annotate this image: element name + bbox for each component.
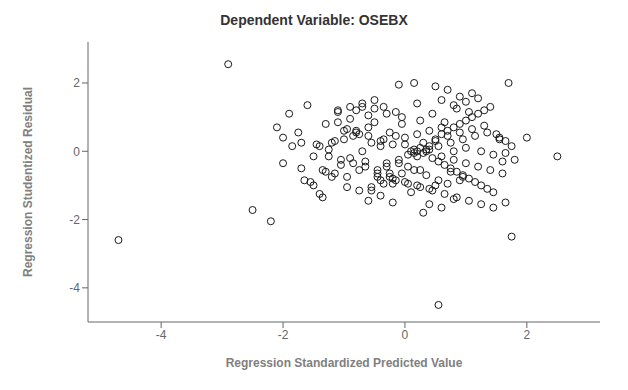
svg-text:-4: -4 bbox=[69, 281, 80, 295]
svg-text:Regression Studentized Residua: Regression Studentized Residual bbox=[21, 87, 35, 277]
svg-text:0: 0 bbox=[402, 328, 409, 342]
svg-text:-2: -2 bbox=[69, 213, 80, 227]
svg-text:2: 2 bbox=[524, 328, 531, 342]
html-text:Dependent Variable: OSEBX: Dependent Variable: OSEBX bbox=[220, 12, 408, 28]
svg-text:Regression Standardized Predic: Regression Standardized Predicted Value bbox=[226, 356, 463, 370]
svg-text:2: 2 bbox=[73, 76, 80, 90]
svg-text:0: 0 bbox=[73, 145, 80, 159]
svg-text:-2: -2 bbox=[278, 328, 289, 342]
svg-text:-4: -4 bbox=[156, 328, 167, 342]
